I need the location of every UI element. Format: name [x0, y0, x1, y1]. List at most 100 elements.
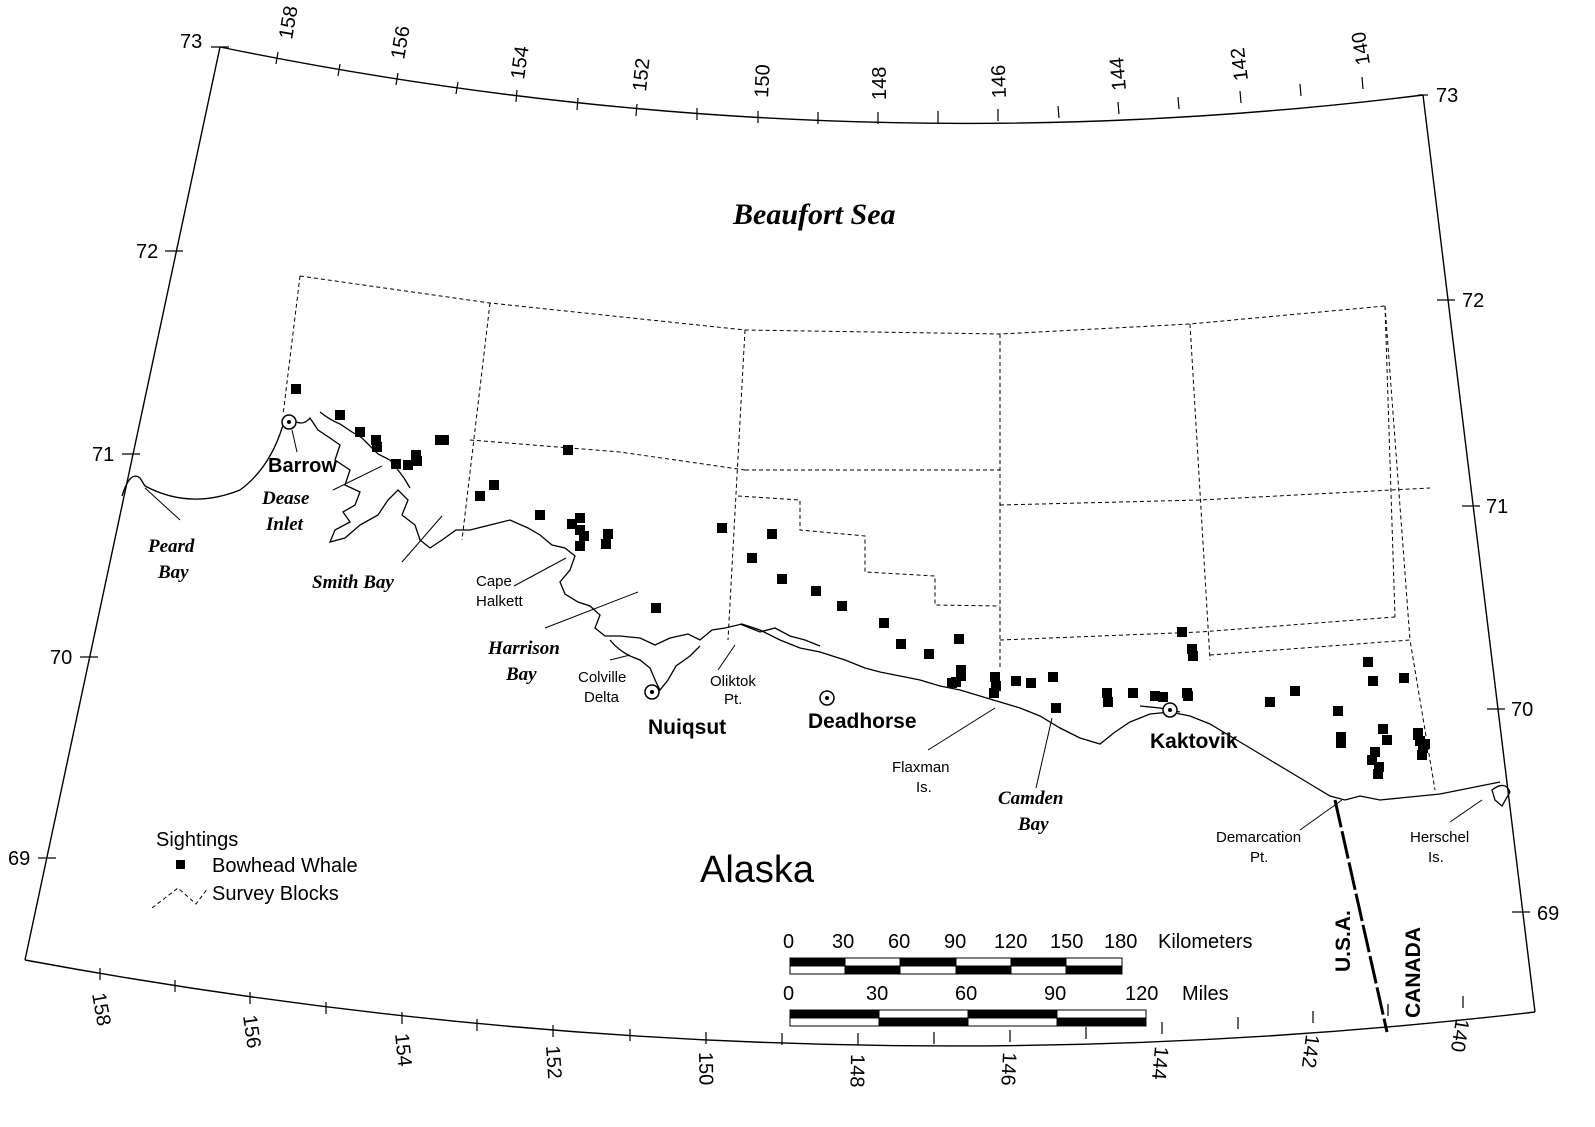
- lat-label-left: 71: [92, 444, 114, 466]
- bowhead-sighting[interactable]: [777, 574, 787, 584]
- km-label: 60: [888, 931, 910, 953]
- bowhead-sighting[interactable]: [603, 529, 613, 539]
- bowhead-sighting[interactable]: [717, 523, 727, 533]
- bowhead-sighting[interactable]: [567, 519, 577, 529]
- bowhead-sighting[interactable]: [1368, 676, 1378, 686]
- bowhead-sighting[interactable]: [989, 688, 999, 698]
- bowhead-sighting[interactable]: [956, 665, 966, 675]
- bowhead-sighting[interactable]: [1026, 678, 1036, 688]
- bowhead-sighting[interactable]: [411, 450, 421, 460]
- bowhead-sighting[interactable]: [1336, 738, 1346, 748]
- bowhead-sighting[interactable]: [575, 541, 585, 551]
- bowhead-sighting[interactable]: [575, 513, 585, 523]
- bowhead-sighting[interactable]: [1290, 686, 1300, 696]
- bowhead-sighting[interactable]: [1158, 692, 1168, 702]
- bowhead-sighting[interactable]: [1177, 627, 1187, 637]
- bowhead-sighting[interactable]: [475, 491, 485, 501]
- bowhead-sighting[interactable]: [489, 480, 499, 490]
- bottom-lon-labels: 158 156 154 152 150 148 146 144 142 140: [87, 991, 1473, 1088]
- dease-line2: Inlet: [265, 514, 304, 535]
- bowhead-sighting[interactable]: [1128, 688, 1138, 698]
- bowhead-sighting[interactable]: [439, 435, 449, 445]
- bowhead-sighting[interactable]: [956, 671, 966, 681]
- bowhead-sighting[interactable]: [811, 586, 821, 596]
- bowhead-sighting[interactable]: [651, 603, 661, 613]
- bowhead-sighting[interactable]: [355, 427, 365, 437]
- lon-label-bottom: 158: [87, 991, 114, 1028]
- bowhead-sighting[interactable]: [1048, 672, 1058, 682]
- bowhead-sighting[interactable]: [1370, 747, 1380, 757]
- bowhead-sighting[interactable]: [991, 681, 1001, 691]
- demarcation-line2: Pt.: [1250, 849, 1268, 866]
- bowhead-sighting[interactable]: [1382, 735, 1392, 745]
- bowhead-sighting[interactable]: [563, 445, 573, 455]
- bowhead-sighting[interactable]: [372, 442, 382, 452]
- mi-unit: Miles: [1182, 983, 1229, 1005]
- bowhead-sighting[interactable]: [1011, 676, 1021, 686]
- bowhead-sighting[interactable]: [767, 529, 777, 539]
- bowhead-sighting[interactable]: [1417, 750, 1427, 760]
- bowhead-sighting[interactable]: [291, 384, 301, 394]
- bowhead-sighting[interactable]: [924, 649, 934, 659]
- bowhead-sighting[interactable]: [1336, 732, 1346, 742]
- bowhead-sighting[interactable]: [1103, 697, 1113, 707]
- lon-label-bottom: 142: [1297, 1033, 1323, 1069]
- demarcation-line1: Demarcation: [1216, 829, 1301, 846]
- barrow-marker[interactable]: [281, 414, 297, 430]
- bowhead-sighting[interactable]: [1374, 762, 1384, 772]
- peard-line1: Peard: [147, 536, 195, 557]
- bowhead-sighting[interactable]: [575, 525, 585, 535]
- deadhorse-marker[interactable]: [819, 690, 835, 706]
- legend-title: Sightings: [156, 829, 238, 851]
- bowhead-sighting[interactable]: [954, 634, 964, 644]
- bowhead-sighting[interactable]: [1373, 769, 1383, 779]
- lon-label-top: 146: [988, 64, 1011, 98]
- left-ticks: [38, 46, 229, 859]
- bowhead-sighting[interactable]: [391, 459, 401, 469]
- bowhead-sighting[interactable]: [403, 460, 413, 470]
- place-nuiqsut: Nuiqsut: [648, 716, 726, 739]
- place-colville-delta: Colville Delta: [578, 669, 626, 706]
- bowhead-sighting[interactable]: [1183, 691, 1193, 701]
- bowhead-sighting[interactable]: [1265, 697, 1275, 707]
- bowhead-sighting[interactable]: [335, 410, 345, 420]
- bowhead-sighting[interactable]: [1333, 706, 1343, 716]
- bowhead-sighting[interactable]: [1413, 730, 1423, 740]
- lat-label-left: 72: [136, 241, 158, 263]
- bowhead-sighting[interactable]: [535, 510, 545, 520]
- bowhead-sighting[interactable]: [947, 678, 957, 688]
- bowhead-sighting[interactable]: [1051, 703, 1061, 713]
- kaktovik-marker[interactable]: [1162, 702, 1178, 718]
- survey-blocks: [282, 275, 1436, 791]
- lon-label-top: 156: [387, 24, 414, 61]
- km-label: 120: [994, 931, 1027, 953]
- bowhead-sighting[interactable]: [747, 553, 757, 563]
- bowhead-sighting[interactable]: [1378, 724, 1388, 734]
- bowhead-sighting[interactable]: [1363, 657, 1373, 667]
- bowhead-sighting[interactable]: [1102, 688, 1112, 698]
- bowhead-sighting[interactable]: [1150, 691, 1160, 701]
- lat-label-left: 69: [8, 848, 30, 870]
- bowhead-sighting[interactable]: [1367, 755, 1377, 765]
- lon-label-top: 144: [1106, 56, 1131, 91]
- km-label: 180: [1104, 931, 1137, 953]
- bottom-ticks: [99, 968, 1464, 1045]
- bowhead-sighting[interactable]: [1188, 651, 1198, 661]
- left-lat-labels: 73 72 71 70 69: [8, 31, 202, 870]
- bowhead-sighting[interactable]: [879, 618, 889, 628]
- mi-bar: [789, 1009, 1147, 1027]
- bowhead-sighting[interactable]: [990, 672, 1000, 682]
- bowhead-sighting[interactable]: [579, 531, 589, 541]
- cape-halkett-line1: Cape: [476, 573, 512, 590]
- bowhead-sighting[interactable]: [896, 639, 906, 649]
- country-usa: U.S.A.: [1332, 910, 1355, 972]
- bowhead-sighting[interactable]: [601, 539, 611, 549]
- bowhead-sighting[interactable]: [837, 601, 847, 611]
- bowhead-sighting[interactable]: [1420, 739, 1430, 749]
- bowhead-sighting[interactable]: [1399, 673, 1409, 683]
- bowhead-sighting[interactable]: [412, 456, 422, 466]
- nuiqsut-marker[interactable]: [644, 684, 660, 700]
- map-title: Beaufort Sea: [732, 198, 896, 231]
- bowhead-sighting[interactable]: [1187, 644, 1197, 654]
- bowhead-sighting[interactable]: [371, 435, 381, 445]
